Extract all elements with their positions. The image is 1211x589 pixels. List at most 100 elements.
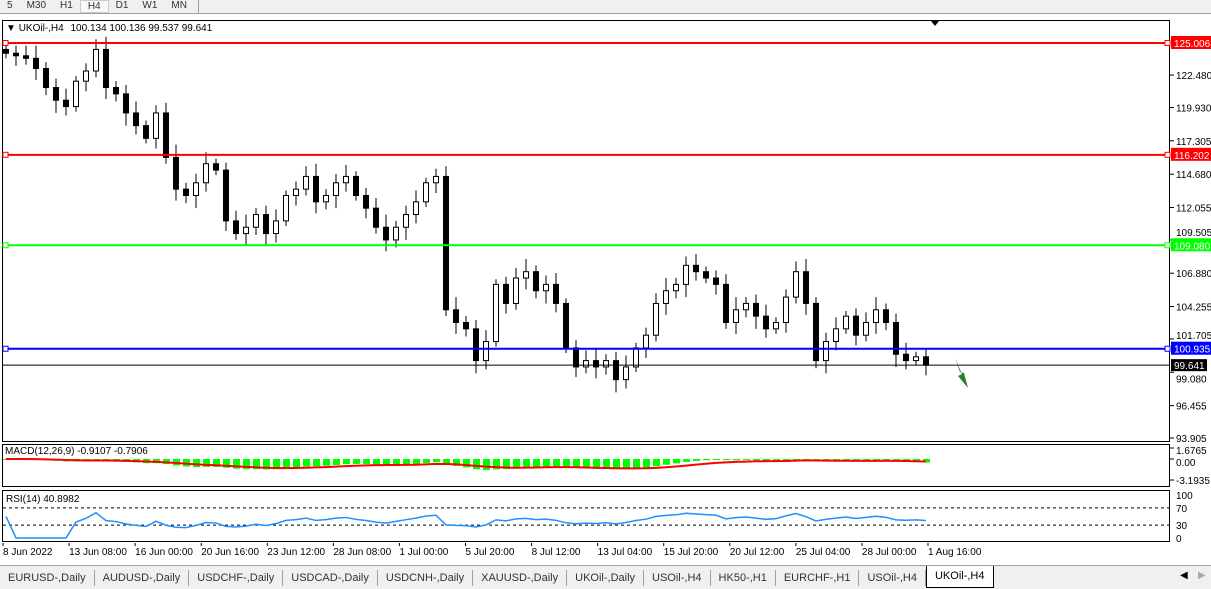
chart-shift-marker-icon	[931, 21, 939, 26]
level-handle	[1164, 242, 1171, 249]
timeframe-H1[interactable]: H1	[60, 0, 73, 11]
bearish-candle	[553, 283, 559, 304]
macd-signal-line	[5, 458, 927, 470]
timeframe-W1[interactable]: W1	[142, 0, 158, 11]
macd-histogram-bar	[283, 459, 290, 469]
bullish-candle	[333, 182, 339, 196]
timeframe-5[interactable]: 5	[7, 0, 13, 11]
price-tick-label: 119.930	[1176, 103, 1211, 114]
macd-tick-label: 0.00	[1176, 458, 1196, 469]
timeframe-M30[interactable]: M30	[26, 0, 47, 11]
symbol-tab[interactable]: UKOil-,H4	[925, 565, 994, 588]
chart-header: ▼ UKOil-,H4 100.134 100.136 99.537 99.64…	[6, 23, 212, 34]
bullish-candle	[153, 112, 159, 139]
bullish-candle	[873, 309, 879, 323]
symbol-tab[interactable]: EURUSD-,Daily	[0, 569, 95, 586]
time-tick-label: 16 Jun 00:00	[135, 547, 193, 558]
bearish-candle	[463, 321, 469, 330]
macd-histogram-bar	[763, 459, 770, 461]
bearish-candle	[173, 156, 179, 190]
bullish-candle	[733, 309, 739, 323]
symbol-tab[interactable]: UKOil-,Daily	[567, 569, 645, 586]
scroll-right-icon[interactable]: ▶	[1198, 570, 1206, 581]
macd-histogram-bar	[773, 459, 780, 461]
level-price-label: 100.935	[1174, 345, 1211, 356]
level-price-tag	[1171, 341, 1211, 355]
macd-histogram-bar	[443, 459, 450, 465]
rsi-tick-label: 30	[1176, 521, 1188, 532]
bearish-candle	[113, 87, 119, 95]
bearish-candle	[533, 271, 539, 292]
macd-pane[interactable]: MACD(12,26,9) -0.9107 -0.7906	[2, 444, 1170, 487]
bullish-candle	[643, 334, 649, 349]
macd-histogram-bar	[563, 459, 570, 468]
bearish-candle	[813, 302, 819, 362]
symbol-tab[interactable]: USOil-,H4	[859, 569, 926, 586]
price-tick-label: 96.455	[1176, 402, 1207, 413]
bearish-candle	[473, 328, 479, 362]
level-handle	[2, 40, 9, 46]
time-tick-label: 20 Jul 12:00	[730, 547, 785, 558]
time-tick-label: 13 Jun 08:00	[69, 547, 127, 558]
bearish-candle	[353, 175, 359, 196]
symbol-tab[interactable]: USDCHF-,Daily	[189, 569, 284, 586]
bullish-candle	[663, 290, 669, 304]
macd-histogram-bar	[583, 459, 590, 469]
macd-histogram-bar	[303, 459, 310, 467]
time-tick-label: 8 Jul 12:00	[532, 547, 581, 558]
macd-tick-label: -3.1935	[1176, 476, 1210, 487]
symbol-tab[interactable]: HK50-,H1	[711, 569, 776, 586]
macd-histogram-bar	[233, 459, 240, 469]
macd-histogram-bar	[473, 459, 480, 470]
symbol-tab[interactable]: XAUUSD-,Daily	[473, 569, 568, 586]
price-chart-pane[interactable]: ▼ UKOil-,H4 100.134 100.136 99.537 99.64…	[2, 20, 1170, 442]
bearish-candle	[893, 321, 899, 355]
macd-histogram-bar	[603, 459, 610, 469]
macd-histogram-bar	[413, 459, 420, 464]
macd-histogram-bar	[273, 459, 280, 470]
bearish-candle	[233, 220, 239, 235]
macd-histogram-bar	[533, 459, 540, 467]
bullish-candle	[393, 226, 399, 241]
scroll-left-icon[interactable]: ◀	[1180, 570, 1188, 581]
bullish-candle	[843, 315, 849, 330]
bullish-candle	[583, 360, 589, 368]
time-tick-label: 28 Jun 08:00	[333, 547, 391, 558]
bearish-candle	[33, 57, 39, 69]
time-tick-label: 5 Jul 20:00	[466, 547, 515, 558]
bearish-candle	[53, 87, 59, 101]
rsi-pane[interactable]: RSI(14) 40.8982	[2, 490, 1170, 542]
level-price-tag	[1171, 238, 1211, 252]
macd-histogram-bar	[483, 459, 490, 470]
symbol-tab[interactable]: USDCNH-,Daily	[378, 569, 474, 586]
time-tick-label: 23 Jun 12:00	[267, 547, 325, 558]
macd-histogram-bar	[373, 459, 380, 465]
macd-histogram-bar	[573, 459, 580, 468]
level-handle	[2, 242, 9, 249]
bullish-candle	[273, 220, 279, 235]
bullish-candle	[633, 347, 639, 368]
bearish-candle	[693, 264, 699, 273]
bearish-candle	[903, 353, 909, 362]
timeframe-D1[interactable]: D1	[115, 0, 129, 11]
bearish-candle	[373, 207, 379, 228]
collapse-triangle-icon[interactable]: ▼	[6, 23, 16, 34]
bearish-candle	[263, 214, 269, 235]
macd-histogram-bar	[293, 459, 300, 468]
symbol-tab[interactable]: USOil-,H4	[644, 569, 711, 586]
timeframe-MN[interactable]: MN	[171, 0, 187, 11]
price-tick-label: 122.480	[1176, 71, 1211, 82]
macd-histogram-bar	[463, 459, 470, 468]
bullish-candle	[73, 80, 79, 108]
bearish-candle	[883, 309, 889, 323]
symbol-tab[interactable]: AUDUSD-,Daily	[95, 569, 190, 586]
symbol-tab[interactable]: USDCAD-,Daily	[283, 569, 378, 586]
symbol-tab[interactable]: EURCHF-,H1	[776, 569, 860, 586]
time-tick-label: 20 Jun 16:00	[201, 547, 259, 558]
macd-histogram-bar	[393, 459, 400, 465]
timeframe-H4[interactable]: H4	[79, 0, 109, 13]
rsi-tick-label: 0	[1176, 534, 1182, 545]
macd-histogram-bar	[713, 459, 720, 461]
rsi-tick-label: 100	[1176, 491, 1193, 502]
bullish-candle	[253, 214, 259, 228]
